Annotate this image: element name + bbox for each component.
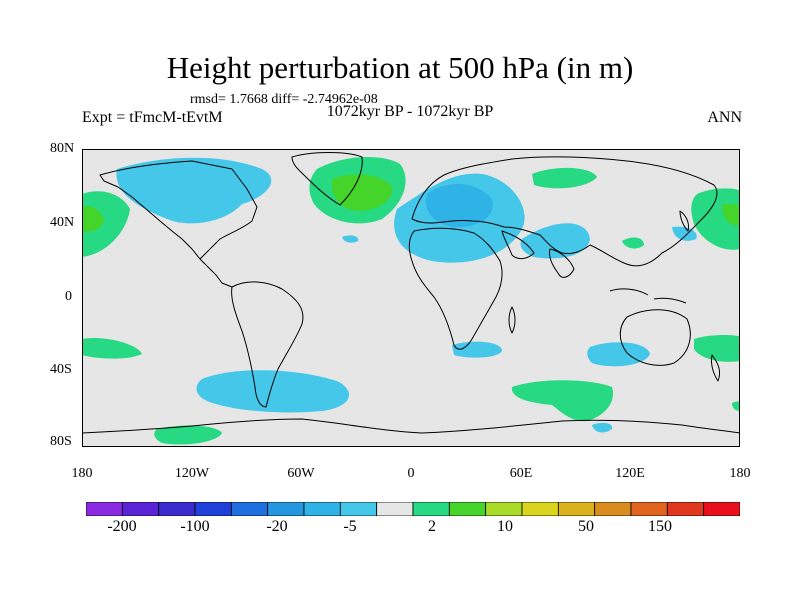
colorbar-swatch <box>448 502 487 516</box>
anomaly-core <box>82 206 104 232</box>
anomaly-region <box>511 380 613 422</box>
colorbar-swatch <box>630 502 668 516</box>
coastline-japan <box>679 210 689 232</box>
period-label: 1072kyr BP - 1072kyr BP <box>326 103 494 120</box>
coastline-australia <box>619 309 691 366</box>
coastline-maritime-asia <box>609 288 687 304</box>
colorbar-swatch <box>666 502 705 516</box>
coastline-india <box>549 248 575 278</box>
coastline-new-zealand <box>711 354 721 382</box>
colorbar-swatch <box>86 502 123 516</box>
x-tick-label: 120W <box>174 466 210 481</box>
anomaly-region <box>520 223 590 259</box>
colorbar-swatch <box>557 502 596 516</box>
anomaly-core <box>722 204 740 226</box>
colorbar-swatch <box>230 502 269 516</box>
anomaly-core <box>331 174 393 211</box>
colorbar-label: 2 <box>428 518 436 535</box>
anomaly-region <box>82 337 142 359</box>
anomaly-region <box>116 157 272 224</box>
colorbar-label: -100 <box>180 518 210 535</box>
colorbar-swatch <box>594 502 632 516</box>
colorbar-swatch <box>376 502 414 516</box>
coastline-antarctica <box>82 418 740 434</box>
colorbar-swatch <box>521 502 559 516</box>
coastline-south-america <box>231 281 304 408</box>
colorbar-swatch <box>412 502 450 516</box>
coastline-greenland <box>291 152 363 206</box>
anomaly-region <box>622 237 644 249</box>
colorbar-swatch <box>158 502 196 516</box>
colorbar-swatch <box>703 502 740 516</box>
y-tick-label: 40S <box>50 362 72 377</box>
x-tick-label: 180 <box>71 466 93 481</box>
stats-text: rmsd= 1.7668 diff= -2.74962e-08 <box>190 92 378 107</box>
map-frame <box>82 149 740 447</box>
coastlines <box>82 152 740 434</box>
y-tick-label: 80S <box>50 434 72 449</box>
colorbar-swatch <box>485 502 523 516</box>
x-tick-label: 60E <box>509 466 533 481</box>
anomaly-region <box>592 422 613 433</box>
anomaly-core <box>425 183 493 228</box>
coastline-eurasia <box>411 156 718 267</box>
anomaly-region <box>732 401 740 411</box>
experiment-label: Expt = tFmcM-tEvtM <box>82 109 223 126</box>
colorbar-label: -200 <box>107 518 137 535</box>
colorbar-swatch <box>303 502 341 516</box>
coastline-north-america <box>99 160 258 260</box>
plot-title: Height perturbation at 500 hPa (in m) <box>166 50 634 85</box>
anomaly-region <box>82 191 130 257</box>
colorbar-swatch <box>339 502 378 516</box>
x-tick-label: 0 <box>407 466 415 481</box>
coastline-africa <box>408 227 503 350</box>
x-tick-label: 60W <box>287 466 315 481</box>
x-tick-label: 180 <box>729 466 751 481</box>
x-tick-label: 120E <box>615 466 645 481</box>
anomaly-region <box>196 370 349 413</box>
colorbar-label: 50 <box>578 518 594 535</box>
colorbar-label: 150 <box>648 518 672 535</box>
y-tick-label: 80N <box>50 141 75 156</box>
anomaly-region <box>452 341 502 358</box>
coastline-madagascar <box>508 306 516 334</box>
colorbar-label: -5 <box>343 518 357 535</box>
anomaly-region <box>587 342 650 367</box>
y-tick-label: 40N <box>50 215 75 230</box>
coastline-arabia <box>501 230 535 260</box>
season-label: ANN <box>707 109 742 126</box>
colorbar-label: 10 <box>497 518 513 535</box>
anomaly-region <box>342 235 359 243</box>
colorbar-swatch <box>194 502 232 516</box>
colorbar-swatch <box>267 502 305 516</box>
map-panel <box>82 149 740 447</box>
contour-fills <box>82 156 740 445</box>
colorbar <box>86 502 740 516</box>
anomaly-region <box>691 188 740 250</box>
anomaly-region <box>694 335 740 362</box>
coastline-central-america <box>199 258 233 288</box>
anomaly-region <box>154 425 222 445</box>
y-tick-label: 0 <box>65 289 72 304</box>
colorbar-label: -20 <box>266 518 288 535</box>
colorbar-swatch <box>121 502 160 516</box>
anomaly-region <box>532 167 597 189</box>
